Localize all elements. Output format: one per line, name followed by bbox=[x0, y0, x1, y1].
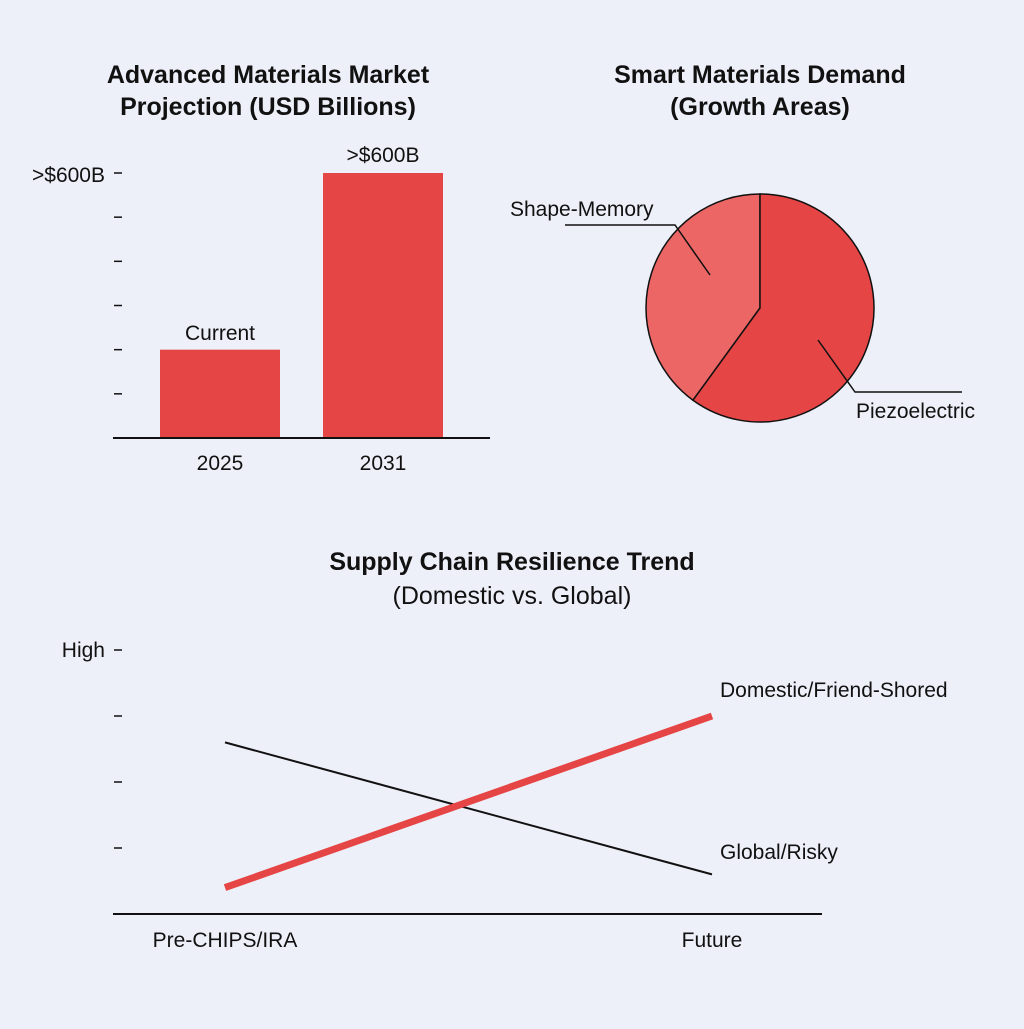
bar-data-label-600b: >$600B bbox=[347, 144, 420, 167]
bar-2025 bbox=[160, 349, 280, 438]
bar-x-tick-label-2025: 2025 bbox=[197, 452, 244, 475]
bar-y-top-tick-label: >$600B bbox=[32, 164, 105, 187]
bar-y-ticks bbox=[114, 172, 122, 395]
line-series-label-global: Global/Risky bbox=[720, 841, 838, 864]
pie-chart-title-line2: (Growth Areas) bbox=[670, 93, 850, 121]
bar-x-tick-label-2031: 2031 bbox=[360, 452, 407, 475]
bar-chart-title-line1: Advanced Materials Market bbox=[107, 61, 430, 89]
bar-data-label-current: Current bbox=[185, 322, 255, 345]
bar-series bbox=[160, 173, 443, 438]
pie-chart: Smart Materials Demand (Growth Areas) Sh… bbox=[510, 61, 975, 423]
line-series-domestic-friend-shored bbox=[223, 712, 714, 891]
pie-slice-label-piezoelectric: Piezoelectric bbox=[856, 400, 975, 423]
bar-chart-title-line2: Projection (USD Billions) bbox=[120, 93, 416, 121]
pie-slice-label-shape-memory: Shape-Memory bbox=[510, 198, 654, 221]
pie-leader-shape-memory bbox=[565, 224, 711, 276]
line-x-tick-label-future: Future bbox=[682, 929, 743, 952]
line-chart-title-line2: (Domestic vs. Global) bbox=[393, 582, 632, 610]
pie-slice-piezoelectric bbox=[691, 193, 875, 423]
line-x-tick-label-pre-chips: Pre-CHIPS/IRA bbox=[153, 929, 298, 952]
bar-chart: Advanced Materials Market Projection (US… bbox=[32, 61, 490, 475]
pie-chart-title-line1: Smart Materials Demand bbox=[614, 61, 906, 89]
bar-2031 bbox=[323, 173, 443, 438]
pie-slice-shape-memory bbox=[645, 193, 761, 402]
line-series-global-risky bbox=[224, 741, 713, 876]
pie-slices bbox=[645, 193, 875, 423]
pie-leader-piezoelectric bbox=[817, 339, 962, 393]
line-series bbox=[223, 712, 714, 891]
line-series-label-domestic: Domestic/Friend-Shored bbox=[720, 679, 948, 702]
line-chart-title-line1: Supply Chain Resilience Trend bbox=[329, 548, 694, 576]
line-y-ticks bbox=[114, 649, 122, 849]
line-chart: Supply Chain Resilience Trend (Domestic … bbox=[62, 548, 948, 952]
line-y-top-tick-label: High bbox=[62, 639, 105, 662]
